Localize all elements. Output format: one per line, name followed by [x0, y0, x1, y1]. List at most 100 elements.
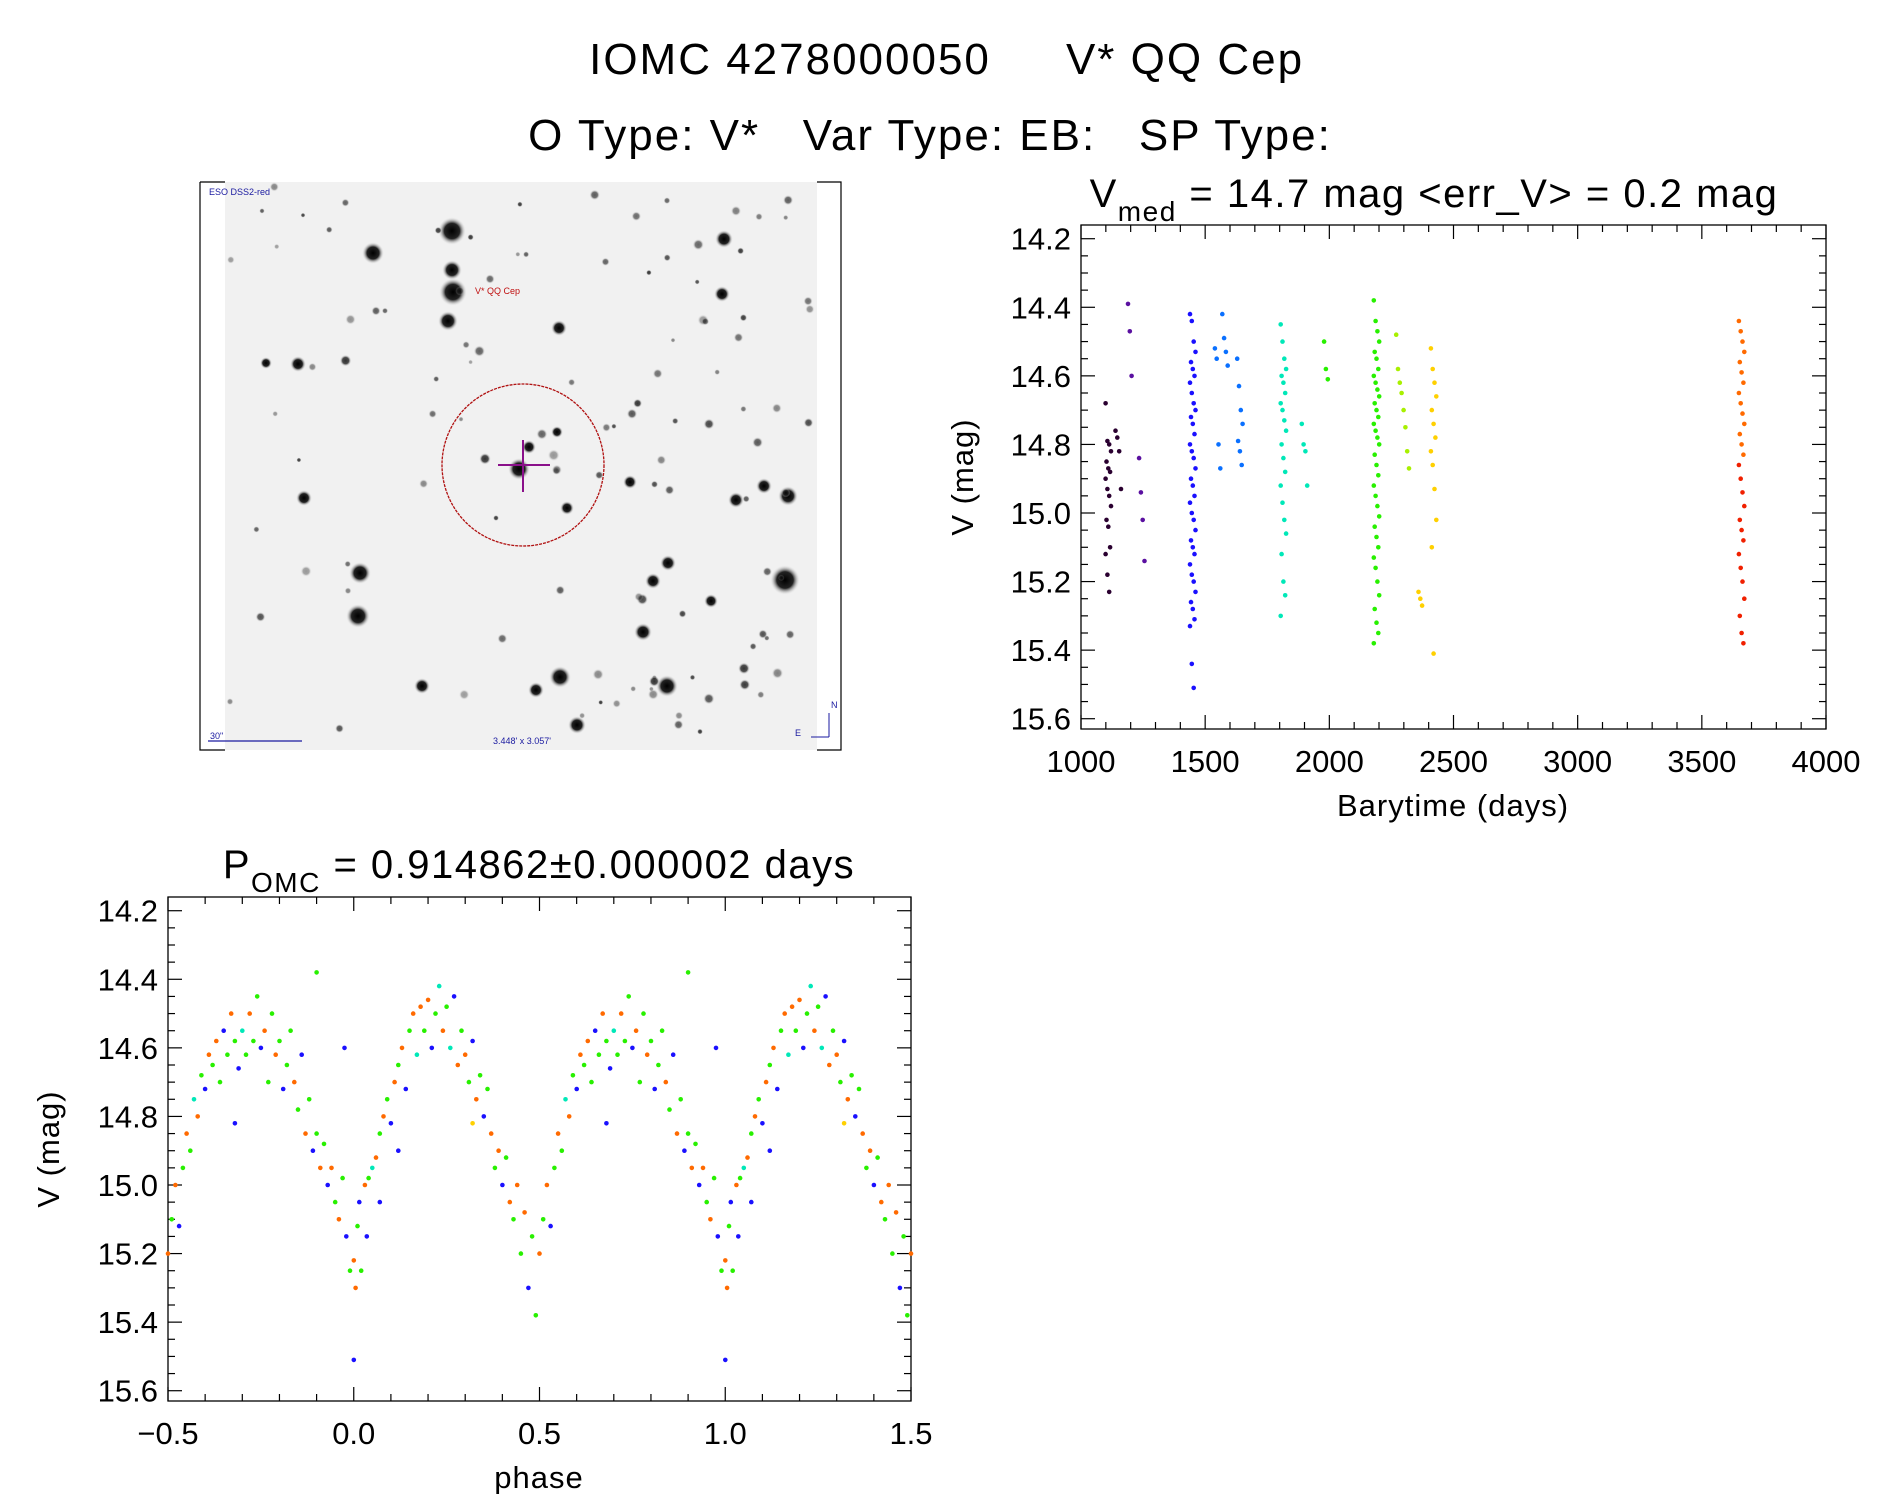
star [634, 592, 644, 602]
star [785, 629, 795, 640]
data-point [726, 1223, 732, 1229]
star [782, 194, 794, 206]
phase-y-tick-label: 15.6 [98, 1374, 158, 1409]
data-point [1736, 551, 1742, 557]
data-point [1191, 517, 1196, 523]
data-point [713, 1045, 719, 1051]
target-crosshair-icon [498, 440, 550, 492]
data-point [1189, 661, 1195, 667]
data-point [1189, 390, 1195, 396]
data-point [429, 1045, 435, 1051]
data-point [206, 1052, 212, 1057]
data-point [1116, 449, 1122, 454]
data-point [1235, 438, 1241, 444]
data-point [377, 1131, 383, 1136]
data-point [303, 1131, 308, 1136]
data-point [1127, 329, 1133, 334]
page-title-name: V* QQ Cep [1066, 35, 1304, 84]
timeseries-x-tick-label: 2000 [1295, 744, 1364, 779]
star [473, 345, 486, 357]
data-point [1187, 442, 1193, 447]
data-point [1738, 401, 1743, 406]
data-point [1428, 346, 1434, 351]
star [226, 698, 234, 706]
data-point [641, 1011, 646, 1016]
data-point [689, 1165, 695, 1171]
data-point [604, 1121, 609, 1126]
data-point [418, 1004, 423, 1009]
star [782, 214, 789, 221]
data-point [1187, 380, 1193, 386]
data-point [1375, 435, 1380, 440]
data-point [474, 1097, 479, 1102]
star [568, 716, 586, 734]
data-point [1106, 493, 1112, 499]
data-point [1742, 421, 1747, 427]
data-point [1301, 442, 1306, 447]
data-point [585, 1038, 591, 1044]
data-point [704, 1199, 709, 1205]
data-point [1372, 452, 1377, 458]
data-point [596, 1052, 602, 1057]
data-point [622, 1038, 628, 1044]
star [602, 423, 611, 432]
data-point [685, 970, 691, 975]
star [626, 408, 638, 420]
data-point [1234, 356, 1240, 362]
data-point [1282, 517, 1287, 523]
data-point [266, 1079, 271, 1085]
data-point [273, 1052, 279, 1057]
data-point [663, 1079, 669, 1085]
data-point [342, 1045, 347, 1051]
data-point [1430, 366, 1435, 372]
data-point [444, 1004, 449, 1009]
star [567, 378, 576, 386]
data-point [184, 1131, 189, 1136]
data-point [555, 1131, 561, 1136]
star [341, 198, 350, 207]
data-point [730, 1268, 735, 1273]
data-point [548, 1223, 553, 1229]
data-point [1373, 318, 1378, 324]
phase-y-tick-label: 15.0 [98, 1168, 158, 1203]
star [756, 478, 772, 494]
star [349, 562, 371, 584]
star [551, 464, 562, 475]
data-point [570, 1073, 576, 1078]
star [755, 212, 763, 221]
target-label: V* QQ Cep [475, 286, 520, 296]
field-size-label: 3.448' x 3.057' [493, 736, 551, 746]
data-point [232, 1038, 238, 1044]
data-point [864, 1165, 869, 1171]
phase-title: POMC = 0.914862±0.000002 days [223, 843, 855, 898]
star [730, 205, 742, 217]
star [781, 488, 791, 498]
data-point [1739, 630, 1744, 636]
data-point [1374, 407, 1379, 413]
data-point [199, 1073, 204, 1078]
data-point [1103, 551, 1108, 557]
data-point [1190, 483, 1196, 488]
phase-y-tick-label: 15.4 [98, 1305, 158, 1340]
phase-x-tick-label: −0.5 [137, 1416, 198, 1451]
data-point [1191, 401, 1196, 406]
data-point [1187, 623, 1193, 629]
phase-ylabel: V (mag) [31, 1090, 66, 1207]
timeseries-ylabel: V (mag) [945, 418, 980, 535]
phase-y-tick-label: 14.6 [98, 1031, 158, 1066]
data-point [1433, 435, 1438, 440]
data-point [696, 1182, 702, 1188]
data-point [1401, 407, 1406, 413]
data-point [262, 1028, 267, 1033]
data-point [503, 1155, 509, 1160]
data-point [425, 997, 431, 1003]
data-point [485, 1086, 490, 1092]
data-point [648, 1038, 654, 1044]
data-point [247, 1011, 252, 1016]
data-point [1740, 579, 1745, 584]
data-point [1376, 442, 1382, 447]
data-point [1375, 387, 1380, 392]
star [226, 255, 235, 264]
data-point [332, 1199, 338, 1205]
